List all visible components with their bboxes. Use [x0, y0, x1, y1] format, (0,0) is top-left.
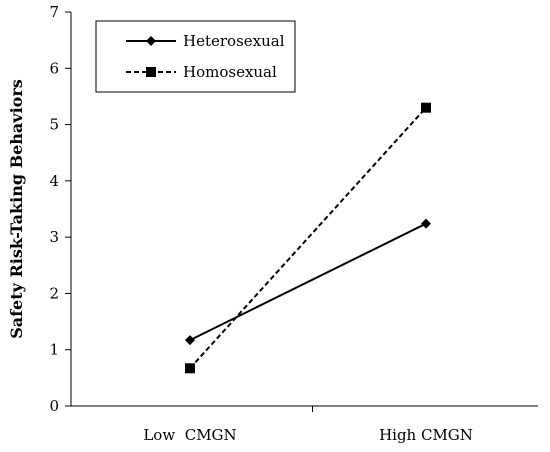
series-homosexual [185, 102, 431, 374]
series-line [189, 222, 427, 342]
y-axis-ticks: 0 1 2 3 4 5 6 7 [49, 3, 71, 415]
legend-entry-label: Homosexual [183, 63, 277, 81]
axes [70, 12, 538, 407]
y-tick-label: 3 [49, 228, 59, 246]
data-point [185, 363, 195, 374]
y-tick-label: 7 [49, 3, 59, 21]
legend-marker [146, 67, 156, 77]
y-tick-label: 1 [49, 341, 59, 359]
y-tick-label: 2 [49, 284, 59, 302]
series-layer [185, 102, 431, 374]
series-line [189, 107, 427, 369]
series-heterosexual [185, 218, 431, 346]
y-axis-title: Safety Risk-Taking Behaviors [7, 79, 26, 339]
y-tick-label: 0 [49, 397, 59, 415]
y-tick-label: 6 [49, 59, 59, 77]
data-point [421, 218, 431, 229]
x-tick-label: Low CMGN [143, 426, 236, 444]
legend-marker [146, 36, 156, 46]
y-tick-label: 5 [49, 116, 59, 134]
legend-box [95, 20, 296, 93]
data-point [421, 102, 431, 113]
y-tick-label: 4 [49, 172, 59, 190]
x-tick-label: High CMGN [379, 426, 473, 444]
data-point [185, 335, 195, 346]
x-axis-ticks: Low CMGN High CMGN [143, 406, 473, 444]
legend-entry-label: Heterosexual [183, 32, 285, 50]
legend: Heterosexual Homosexual [95, 20, 296, 93]
